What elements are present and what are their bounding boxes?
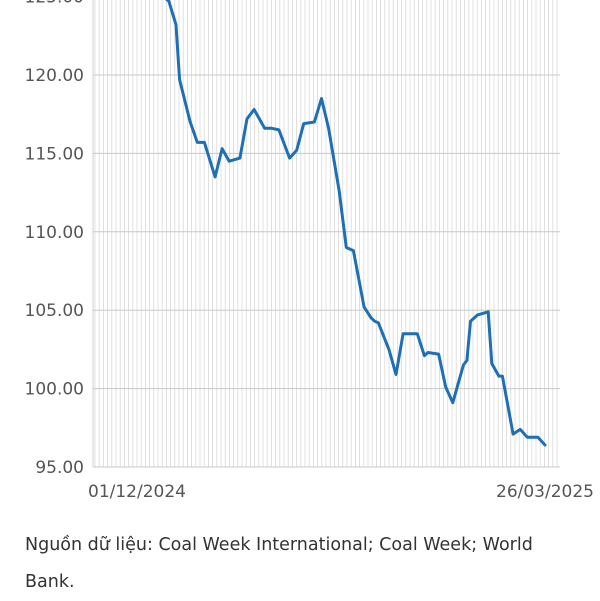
data-point: [313, 121, 315, 123]
data-point: [271, 127, 273, 129]
series-line: [165, 0, 547, 447]
data-point: [395, 373, 397, 375]
x-tick-label: 26/03/2025: [496, 482, 594, 502]
x-tick-label: 01/12/2024: [88, 482, 186, 502]
data-point: [345, 246, 347, 248]
data-point: [437, 353, 439, 355]
y-axis-ticks: 95.00 100.00 105.00 110.00 115.00 120.00 125.0…: [25, 0, 84, 478]
data-point: [178, 79, 180, 81]
data-point: [537, 436, 539, 438]
data-point: [377, 322, 379, 324]
data-point: [296, 149, 298, 151]
data-point: [501, 375, 503, 377]
data-point: [402, 333, 404, 335]
data-point: [246, 118, 248, 120]
x-axis-ticks: 01/12/2024 26/03/2025: [88, 482, 594, 502]
data-point: [544, 444, 546, 446]
data-point: [168, 0, 170, 2]
data-point: [196, 141, 198, 143]
data-point: [327, 127, 329, 129]
data-point: [413, 333, 415, 335]
data-point: [423, 355, 425, 357]
data-point: [462, 364, 464, 366]
data-point: [416, 333, 418, 335]
line-chart: 95.00 100.00 105.00 110.00 115.00 120.00 125.0…: [25, 0, 594, 502]
data-point: [239, 157, 241, 159]
y-tick-label: 115.00: [25, 144, 84, 164]
data-point: [512, 433, 514, 435]
data-point: [487, 311, 489, 313]
data-point: [288, 157, 290, 159]
grid-lines: [92, 0, 560, 468]
data-point: [320, 97, 322, 99]
data-point: [264, 127, 266, 129]
data-point: [445, 386, 447, 388]
data-point: [469, 320, 471, 322]
y-tick-label: 95.00: [35, 458, 84, 478]
series-layer: [165, 0, 547, 447]
data-point: [363, 306, 365, 308]
data-point: [466, 359, 468, 361]
data-point: [388, 348, 390, 350]
data-point: [491, 362, 493, 364]
data-point: [352, 249, 354, 251]
data-point: [278, 129, 280, 131]
data-point: [228, 160, 230, 162]
data-point: [253, 108, 255, 110]
data-point: [498, 375, 500, 377]
y-tick-label: 120.00: [25, 66, 84, 86]
data-point: [203, 141, 205, 143]
y-tick-label: 100.00: [25, 380, 84, 400]
data-point: [427, 351, 429, 353]
data-point: [303, 122, 305, 124]
data-point: [526, 436, 528, 438]
y-tick-label: 125.00: [25, 0, 84, 8]
y-tick-label: 105.00: [25, 301, 84, 321]
data-point: [476, 314, 478, 316]
data-point: [338, 190, 340, 192]
data-point: [452, 402, 454, 404]
data-point: [370, 317, 372, 319]
data-point: [374, 320, 376, 322]
y-tick-label: 110.00: [25, 223, 84, 243]
data-point: [189, 121, 191, 123]
data-point: [175, 24, 177, 26]
data-point: [519, 428, 521, 430]
data-point: [214, 176, 216, 178]
data-point: [221, 148, 223, 150]
source-note: Nguồn dữ liệu: Coal Week International; …: [25, 535, 533, 592]
